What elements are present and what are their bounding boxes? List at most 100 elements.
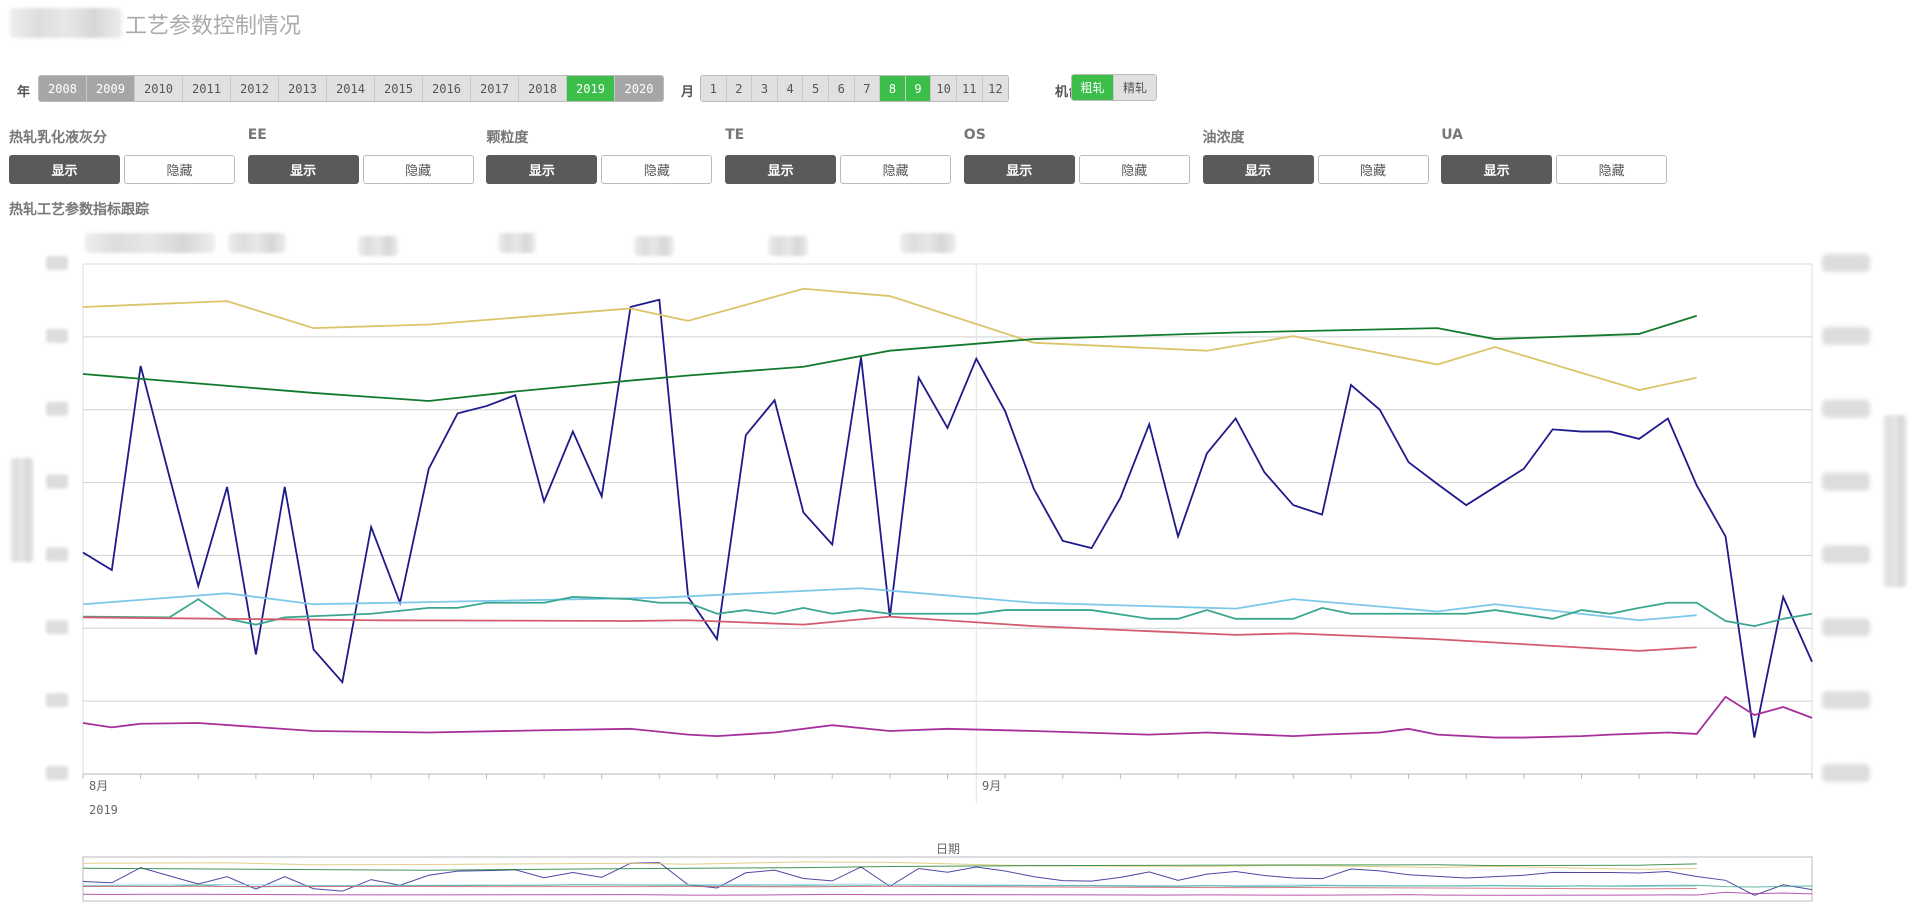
- y-tick-label-left: [46, 693, 68, 708]
- hide-button[interactable]: 隐藏: [124, 155, 235, 184]
- param-label: 颗粒度: [486, 130, 529, 146]
- series-line-1: [82, 287, 1697, 391]
- month-option[interactable]: 12: [982, 76, 1009, 101]
- right-axis-title: [1883, 415, 1907, 587]
- month-option[interactable]: 9: [905, 76, 932, 101]
- month-option[interactable]: 7: [854, 76, 881, 101]
- param-label: TE: [725, 127, 745, 143]
- year-option[interactable]: 2010: [135, 76, 183, 101]
- legend-item[interactable]: [900, 233, 956, 253]
- section-title: 热轧工艺参数指标跟踪: [9, 202, 149, 218]
- navigator-label: 日期: [936, 842, 961, 856]
- legend-item[interactable]: [85, 233, 215, 253]
- show-button[interactable]: 显示: [725, 155, 837, 184]
- navigator-series-2: [82, 863, 1697, 871]
- y-tick-label-left: [46, 620, 68, 635]
- param-label: 热轧乳化液灰分: [9, 130, 107, 146]
- redacted-logo: [10, 8, 122, 38]
- y-tick-label-right: [1822, 254, 1870, 272]
- year-option[interactable]: 2008: [39, 76, 87, 101]
- month-option[interactable]: 10: [931, 76, 957, 101]
- year-label: 年: [17, 85, 31, 100]
- param-label: EE: [247, 127, 267, 143]
- hide-button[interactable]: 隐藏: [1556, 155, 1668, 184]
- legend-item[interactable]: [768, 236, 808, 256]
- month-option[interactable]: 4: [777, 76, 804, 101]
- year-option[interactable]: 2018: [519, 76, 567, 101]
- show-button[interactable]: 显示: [963, 155, 1075, 184]
- month-option[interactable]: 3: [752, 76, 778, 101]
- month-option[interactable]: 11: [956, 76, 983, 101]
- x-tick-label: 8月: [89, 779, 109, 793]
- hide-button[interactable]: 隐藏: [362, 155, 474, 184]
- year-option[interactable]: 2016: [423, 76, 471, 101]
- y-tick-label-right: [1822, 764, 1870, 782]
- month-option[interactable]: 8: [880, 76, 906, 101]
- series-line-4: [82, 596, 1813, 628]
- y-tick-label-left: [46, 256, 68, 270]
- year-option[interactable]: 2013: [279, 76, 327, 101]
- year-filter: 2008 2009 2010 2011 2012 2013 2014 2015 2016 2017…: [38, 75, 664, 102]
- hide-button[interactable]: 隐藏: [601, 155, 713, 184]
- param-label: OS: [963, 127, 986, 143]
- month-option[interactable]: 1: [701, 76, 727, 101]
- page-title: 工艺参数控制情况: [125, 14, 302, 39]
- y-tick-label-right: [1822, 691, 1870, 710]
- year-option[interactable]: 2015: [375, 76, 423, 101]
- month-filter: 1 2 3 4 5 6 7 8 9 10 11 12: [700, 75, 1010, 102]
- hide-button[interactable]: 隐藏: [1317, 155, 1429, 184]
- series-line-2: [82, 314, 1698, 402]
- y-tick-label-right: [1822, 399, 1870, 418]
- month-option[interactable]: 5: [803, 76, 829, 101]
- navigator-series-6: [82, 891, 1813, 896]
- param-label: UA: [1441, 127, 1463, 143]
- series-line-6: [82, 695, 1813, 739]
- show-button[interactable]: 显示: [486, 155, 598, 184]
- legend-item[interactable]: [228, 233, 286, 253]
- year-option[interactable]: 2020: [615, 76, 663, 101]
- y-tick-label-right: [1822, 472, 1870, 491]
- y-tick-label-right: [1822, 545, 1870, 564]
- plot-frame: [82, 263, 1813, 775]
- machine-filter: 粗轧 精轧: [1071, 74, 1157, 101]
- navigator-series-1: [82, 861, 1697, 870]
- legend-item[interactable]: [498, 233, 536, 253]
- month-option[interactable]: 6: [828, 76, 855, 101]
- y-tick-label-left: [46, 766, 68, 780]
- series-line-0: [82, 298, 1813, 738]
- year-option[interactable]: 2009: [87, 76, 135, 101]
- show-button[interactable]: 显示: [1202, 155, 1314, 184]
- y-tick-label-left: [46, 547, 68, 562]
- year-option[interactable]: 2014: [327, 76, 375, 101]
- x-year-label: 2019: [89, 803, 118, 817]
- hide-button[interactable]: 隐藏: [1078, 155, 1190, 184]
- series-line-5: [82, 615, 1697, 652]
- navigator-series-0: [82, 862, 1813, 896]
- show-button[interactable]: 显示: [1441, 155, 1553, 184]
- left-axis-title: [10, 458, 34, 562]
- year-option[interactable]: 2019: [567, 76, 615, 101]
- year-option[interactable]: 2012: [231, 76, 279, 101]
- x-tick-label: 9月: [982, 779, 1002, 793]
- legend-item[interactable]: [358, 236, 398, 256]
- navigator-series-5: [82, 885, 1697, 890]
- legend-item[interactable]: [634, 236, 674, 256]
- machine-option[interactable]: 精轧: [1114, 75, 1156, 100]
- machine-option[interactable]: 粗轧: [1072, 75, 1114, 100]
- show-button[interactable]: 显示: [247, 155, 359, 184]
- month-label: 月: [681, 85, 695, 100]
- y-tick-label-left: [46, 401, 68, 416]
- navigator-series-3: [82, 883, 1697, 888]
- month-option[interactable]: 2: [726, 76, 753, 101]
- y-tick-label-right: [1822, 618, 1870, 637]
- y-tick-label-left: [46, 474, 68, 489]
- hide-button[interactable]: 隐藏: [840, 155, 952, 184]
- year-option[interactable]: 2017: [471, 76, 519, 101]
- y-tick-label-left: [46, 328, 68, 343]
- y-tick-label-right: [1822, 326, 1870, 345]
- year-option[interactable]: 2011: [183, 76, 231, 101]
- show-button[interactable]: 显示: [9, 155, 120, 184]
- series-line-3: [82, 587, 1697, 622]
- param-label: 油浓度: [1202, 130, 1245, 146]
